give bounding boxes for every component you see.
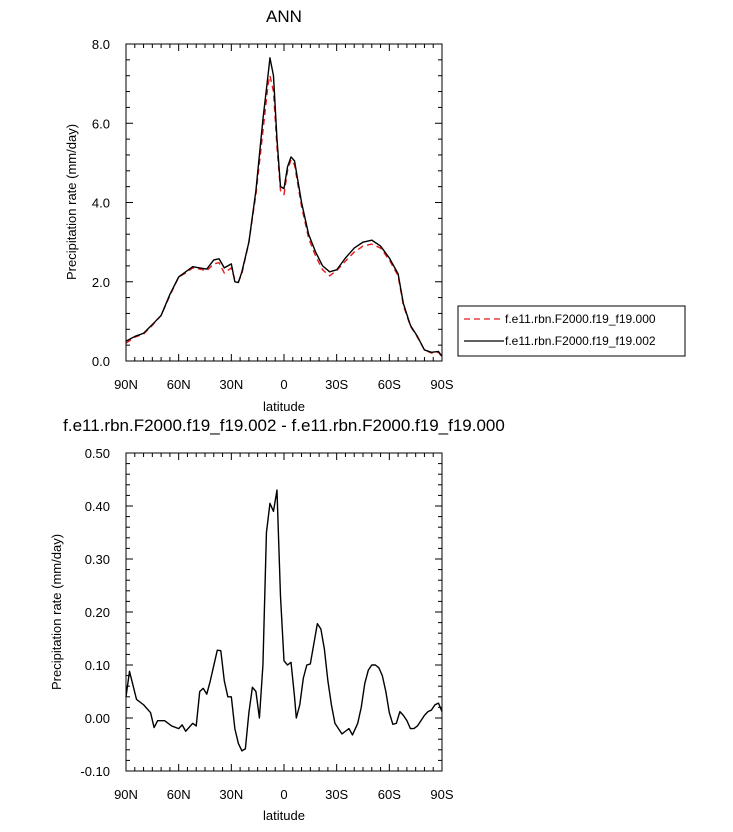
x-tick-label: 30S	[325, 787, 348, 802]
difference-chart-title: f.e11.rbn.F2000.f19_f19.002 - f.e11.rbn.…	[63, 416, 505, 435]
y-tick-label: 0.30	[85, 552, 110, 567]
difference-y-axis-label: Precipitation rate (mm/day)	[49, 534, 64, 690]
x-tick-label: 0	[280, 377, 287, 392]
series-line-0-0	[125, 75, 443, 358]
plot-frame	[125, 43, 443, 362]
y-tick-label: 6.0	[92, 116, 110, 131]
x-tick-label: 30N	[219, 377, 243, 392]
x-tick-label: 30S	[325, 377, 348, 392]
y-tick-label: 0.40	[85, 499, 110, 514]
x-tick-label: 90N	[114, 787, 138, 802]
series-line-1-0	[125, 489, 443, 752]
difference-chart: f.e11.rbn.F2000.f19_f19.002 - f.e11.rbn.…	[49, 416, 505, 823]
chart-title: ANN	[266, 7, 302, 26]
x-tick-label: 90N	[114, 377, 138, 392]
y-axis-label: Precipitation rate (mm/day)	[64, 124, 79, 280]
legend-label-002: f.e11.rbn.F2000.f19_f19.002	[505, 334, 656, 348]
y-tick-label: 0.0	[92, 354, 110, 369]
y-tick-label: 0.20	[85, 605, 110, 620]
x-tick-label: 60N	[167, 787, 191, 802]
y-tick-label: 0.50	[85, 446, 110, 461]
y-tick-label: 4.0	[92, 196, 110, 211]
difference-x-axis-label: latitude	[263, 808, 305, 823]
y-tick-label: 0.10	[85, 658, 110, 673]
y-tick-label: 2.0	[92, 275, 110, 290]
difference-plot-area: 90N 60N 30N 0 30S 60S 90S -0.10 0.00 0.10 0.20 0.30…	[80, 446, 454, 802]
x-tick-label: 90S	[430, 377, 453, 392]
y-tick-label: 0.00	[85, 711, 110, 726]
series-line-0-1	[125, 57, 443, 357]
x-tick-label: 0	[280, 787, 287, 802]
x-tick-label: 30N	[219, 787, 243, 802]
legend: f.e11.rbn.F2000.f19_f19.000 f.e11.rbn.F2…	[457, 305, 686, 357]
y-tick-label: -0.10	[80, 764, 110, 779]
x-axis-label: latitude	[263, 399, 305, 414]
legend-box	[457, 305, 686, 357]
precipitation-chart: ANN 90N 60N 30N 0 30S 60S 90S 0.0 2.0 4.0 6.0 8.0 l…	[64, 7, 454, 414]
legend-label-000: f.e11.rbn.F2000.f19_f19.000	[505, 312, 656, 326]
plot-area: 90N 60N 30N 0 30S 60S 90S 0.0 2.0 4.0 6.0 8.0	[92, 37, 454, 392]
y-tick-label: 8.0	[92, 37, 110, 52]
x-tick-label: 60N	[167, 377, 191, 392]
x-tick-label: 60S	[378, 377, 401, 392]
x-tick-label: 60S	[378, 787, 401, 802]
x-tick-label: 90S	[430, 787, 453, 802]
